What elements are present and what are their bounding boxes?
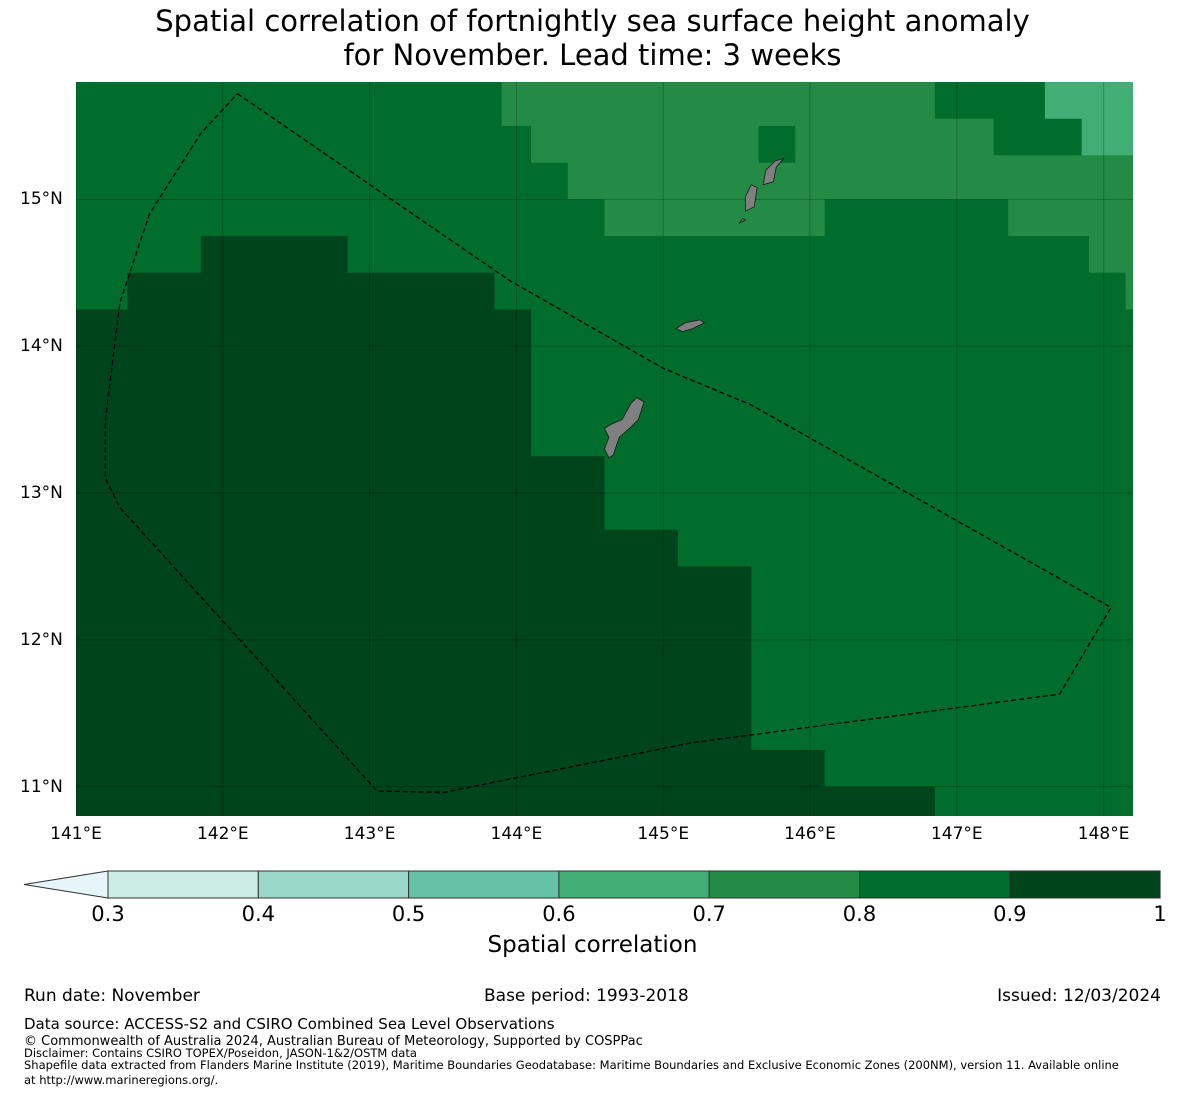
colorbar-segment <box>408 870 560 899</box>
colorbar-segment <box>107 870 259 899</box>
colorbar-segment <box>859 870 1011 899</box>
latitude-tick-label: 15°N <box>20 189 63 210</box>
longitude-tick-label: 141°E <box>50 824 102 844</box>
colorbar-extend-arrow <box>23 870 109 899</box>
map-canvas <box>76 82 1133 816</box>
island-tinian <box>745 184 758 212</box>
longitude-tick-label: 144°E <box>490 824 543 844</box>
colorbar-tick-label: 0.8 <box>842 902 877 926</box>
island-rota <box>675 319 706 333</box>
island-aguijan <box>738 217 747 224</box>
colorbar-tick-label: 0.5 <box>391 902 426 926</box>
colorbar-tick-label: 1 <box>1153 902 1167 926</box>
longitude-tick-label: 143°E <box>343 824 396 844</box>
colorbar-tick-label: 0.6 <box>542 902 576 926</box>
latitude-tick-label: 14°N <box>20 336 63 357</box>
latitude-tick-label: 13°N <box>20 483 63 504</box>
island-guam <box>603 397 645 459</box>
colorbar-tick-label: 0.9 <box>993 902 1027 926</box>
data-source: Data source: ACCESS-S2 and CSIRO Combine… <box>24 1015 555 1033</box>
longitude-tick-label: 147°E <box>930 824 983 844</box>
correlation-map <box>76 82 1133 816</box>
copyright: © Commonwealth of Australia 2024, Austra… <box>24 1034 643 1049</box>
map-title: Spatial correlation of fortnightly sea s… <box>0 4 1185 72</box>
colorbar-segment <box>257 870 410 899</box>
colorbar-tick-label: 0.3 <box>91 902 125 926</box>
colorbar-label: Spatial correlation <box>487 932 698 958</box>
correlation-region-0 <box>501 82 1133 310</box>
longitude-tick-label: 145°E <box>637 824 690 844</box>
island-saipan <box>762 157 785 186</box>
colorbar-segment <box>708 870 861 899</box>
latitude-tick-label: 11°N <box>20 776 63 797</box>
colorbar-segment <box>1009 870 1161 899</box>
disclaimer: Disclaimer: Contains CSIRO TOPEX/Poseido… <box>24 1046 417 1060</box>
shapefile-credit-line-1: Shapefile data extracted from Flanders M… <box>24 1058 1119 1072</box>
colorbar-tick-label: 0.7 <box>692 902 726 926</box>
latitude-tick-label: 12°N <box>20 629 63 650</box>
shapefile-credit-line-2: at http://www.marineregions.org/. <box>24 1073 219 1087</box>
longitude-tick-label: 148°E <box>1077 824 1130 844</box>
base-period: Base period: 1993-2018 <box>484 986 689 1006</box>
colorbar <box>23 870 1161 899</box>
colorbar-segment <box>558 870 710 899</box>
issued-date: Issued: 12/03/2024 <box>997 986 1161 1006</box>
correlation-region-2 <box>76 236 935 816</box>
longitude-tick-label: 146°E <box>784 824 836 844</box>
title-line-2: for November. Lead time: 3 weeks <box>343 38 842 72</box>
title-line-1: Spatial correlation of fortnightly sea s… <box>155 4 1030 38</box>
colorbar-tick-label: 0.4 <box>241 902 275 926</box>
run-date: Run date: November <box>24 986 200 1006</box>
correlation-region-1 <box>1044 82 1133 156</box>
longitude-tick-label: 142°E <box>196 824 249 844</box>
eez-boundary-line <box>104 93 1112 794</box>
